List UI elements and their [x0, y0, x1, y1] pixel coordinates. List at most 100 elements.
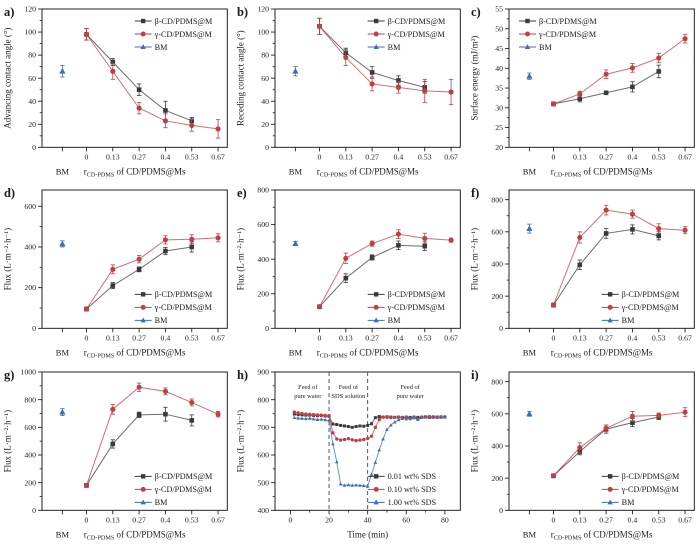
legend: β-CD/PDMS@M γ-CD/PDMS@M BM: [518, 17, 597, 52]
data-point: [603, 231, 609, 237]
y-tick-label: 800: [258, 186, 270, 195]
data-point: [422, 88, 428, 94]
series-bm: [292, 240, 299, 247]
y-tick-label: 50: [495, 24, 503, 33]
data-point: [370, 421, 374, 425]
data-point: [389, 415, 393, 419]
data-point: [312, 416, 316, 421]
data-point: [354, 424, 358, 428]
data-point: [110, 59, 116, 65]
data-point: [335, 422, 339, 426]
data-point: [424, 414, 428, 419]
annotation: SDS solution: [332, 393, 367, 400]
chart-g-flux: 0 200 400 600 800 1000 Flux (L·m⁻²·h⁻¹) g) 0 0.13…: [3, 367, 228, 541]
data-point: [354, 438, 359, 442]
x-tick-label: 0.4: [394, 334, 404, 343]
series-0-10-wt-sds: [292, 410, 447, 442]
y-tick-label: 400: [24, 243, 36, 252]
subplot-d: 0 200 400 600 Flux (L·m⁻²·h⁻¹) d) 0 0.13 0.27 0.4…: [0, 181, 233, 362]
data-point: [576, 91, 583, 97]
data-point: [550, 101, 556, 107]
x-tick-label: 0: [85, 515, 89, 524]
x-tick-label: 0.27: [132, 515, 146, 524]
data-point: [420, 415, 424, 419]
data-point: [331, 430, 335, 435]
data-point: [189, 236, 195, 243]
x-tick-label: 0.53: [418, 334, 432, 343]
legend-label: BM: [539, 43, 552, 52]
data-point: [315, 417, 320, 421]
series-line: [86, 34, 219, 130]
legend-label: β-CD/PDMS@M: [155, 290, 213, 299]
x-tick-label: 0: [318, 334, 322, 343]
data-point: [300, 416, 305, 420]
legend-label: γ-CD/PDMS@M: [620, 303, 679, 312]
y-tick-label: 0: [32, 506, 36, 515]
panel-label: i): [471, 368, 479, 382]
data-point: [304, 416, 309, 420]
data-point: [682, 409, 688, 415]
legend: β-CD/PDMS@M γ-CD/PDMS@M BM: [134, 472, 213, 507]
legend-marker: [140, 18, 146, 24]
legend-marker: [607, 317, 613, 323]
legend-label: β-CD/PDMS@M: [388, 17, 446, 26]
legend: β-CD/PDMS@M γ-CD/PDMS@M BM: [367, 290, 446, 325]
x-tick-label: 0.13: [106, 152, 120, 161]
series-line: [552, 411, 685, 476]
y-tick-label: 40: [28, 97, 36, 106]
legend-label: β-CD/PDMS@M: [539, 17, 597, 26]
plot-frame: [508, 371, 695, 511]
bm-data-point: [59, 240, 66, 247]
series-beta: [84, 241, 195, 312]
x-tick-label: 0.27: [132, 334, 146, 343]
data-point: [369, 81, 376, 87]
data-point: [323, 417, 328, 421]
data-point: [603, 90, 609, 96]
legend-marker: [140, 473, 146, 479]
legend-label: γ-CD/PDMS@M: [387, 30, 446, 39]
data-point: [162, 388, 169, 394]
data-point: [389, 422, 393, 427]
legend-label: β-CD/PDMS@M: [155, 17, 213, 26]
x-tick-label: 0.53: [652, 334, 666, 343]
legend-marker: [140, 292, 146, 297]
data-point: [374, 425, 378, 429]
data-point: [83, 31, 90, 37]
x-axis-label: rCD-PDMS of CD/PDMS@Ms: [550, 529, 652, 541]
x-tick-label: 0: [318, 152, 322, 161]
y-tick-label: 0: [499, 506, 503, 515]
series-bm: [59, 65, 66, 78]
y-tick-label: 200: [491, 473, 503, 482]
y-tick-label: 100: [258, 28, 270, 37]
data-point: [162, 237, 169, 243]
legend-label: γ-CD/PDMS@M: [154, 30, 213, 39]
data-point: [369, 241, 376, 247]
y-tick-label: 600: [24, 423, 36, 432]
chart-f-flux: 0 200 400 600 800 Flux (L·m⁻²·h⁻¹) f) 0 0.13 0.27…: [469, 186, 695, 360]
legend-label: 0.01 wt% SDS: [388, 472, 437, 481]
data-point: [370, 434, 374, 438]
legend-marker: [373, 44, 380, 50]
x-tick-label: 0.67: [211, 515, 225, 524]
x-tick-label: 0.53: [652, 152, 666, 161]
x-axis-label: rCD-PDMS of CD/PDMS@Ms: [84, 348, 186, 360]
legend-marker: [607, 292, 613, 297]
series-gamma: [317, 17, 454, 106]
data-point: [362, 483, 366, 487]
x-tick-label: 0.27: [599, 334, 613, 343]
legend-label: γ-CD/PDMS@M: [620, 485, 679, 494]
y-tick-label: 55: [495, 5, 503, 14]
series-line: [319, 25, 452, 93]
data-point: [656, 233, 661, 239]
plot-frame: [274, 189, 462, 330]
data-point: [136, 256, 142, 263]
data-point: [136, 267, 142, 272]
data-point: [439, 415, 444, 419]
data-point: [366, 483, 370, 488]
data-point: [110, 68, 116, 74]
series-beta: [550, 413, 661, 478]
data-point: [319, 417, 324, 421]
y-tick-label: 200: [258, 290, 270, 299]
y-tick-label: 20: [262, 120, 270, 129]
data-point: [404, 416, 409, 421]
